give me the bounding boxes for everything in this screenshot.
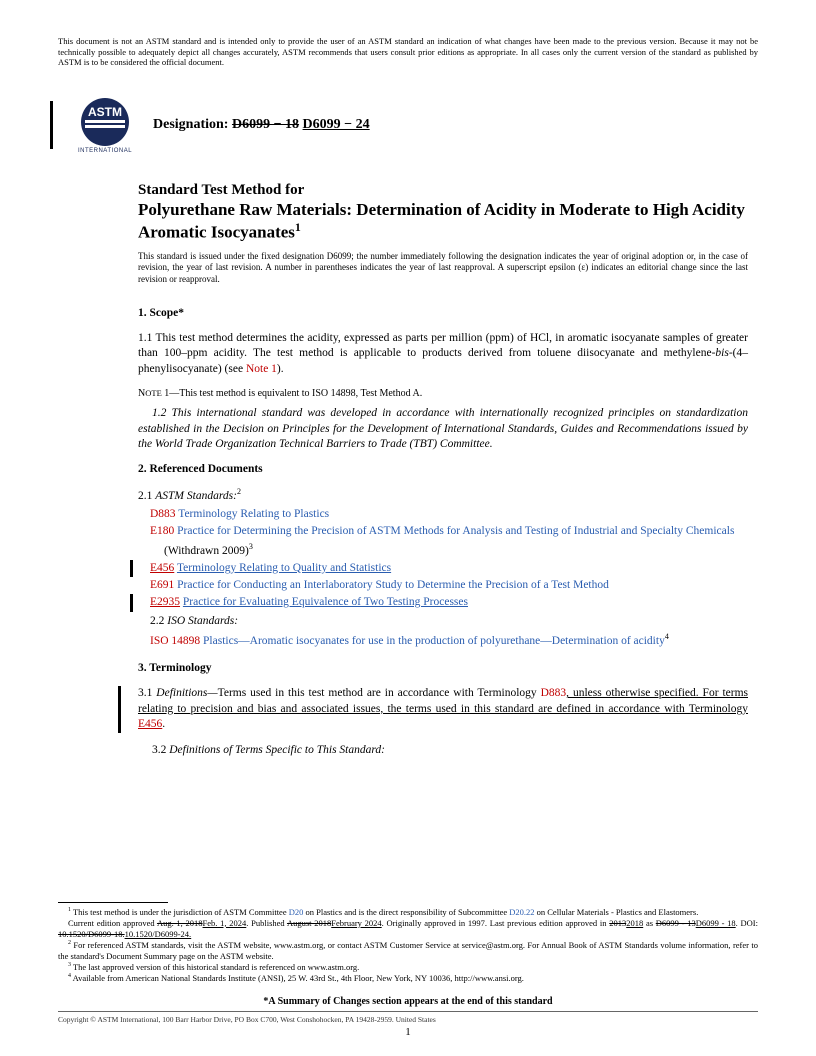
ref-e691-title[interactable]: Practice for Conducting an Interlaborato… bbox=[177, 579, 609, 591]
footnote-3: 3 The last approved version of this hist… bbox=[58, 962, 758, 973]
section-terminology: 3. Terminology 3.1 Definitions—Terms use… bbox=[138, 662, 748, 758]
note1-link[interactable]: Note 1 bbox=[246, 363, 277, 375]
page-footer: *A Summary of Changes section appears at… bbox=[58, 996, 758, 1038]
ref-e456-title[interactable]: Terminology Relating to Quality and Stat… bbox=[177, 562, 391, 574]
designation-label: Designation: bbox=[153, 117, 228, 132]
ref-e2935: E2935 Practice for Evaluating Equivalenc… bbox=[130, 594, 748, 611]
designation-old: D6099 − 18 bbox=[232, 117, 299, 132]
fn-d2022-link[interactable]: D20.22 bbox=[509, 907, 534, 917]
designation-new: D6099 − 24 bbox=[303, 117, 370, 132]
astm-logo-icon: ASTM INTERNATIONAL bbox=[75, 96, 135, 154]
note-1: NOTE 1—This test method is equivalent to… bbox=[138, 387, 748, 400]
ref-iso-link[interactable]: ISO 14898 bbox=[150, 635, 200, 647]
ref-e180-withdrawn: (Withdrawn 2009)3 bbox=[150, 541, 748, 560]
title-block: Standard Test Method for Polyurethane Ra… bbox=[138, 182, 748, 285]
ref-d883: D883 Terminology Relating to Plastics bbox=[150, 506, 748, 523]
ref-e2935-link[interactable]: E2935 bbox=[150, 596, 180, 608]
footnote-4: 4 Available from American National Stand… bbox=[58, 973, 758, 984]
ref-iso14898: ISO 14898 Plastics—Aromatic isocyanates … bbox=[150, 631, 748, 650]
issuance-note: This standard is issued under the fixed … bbox=[138, 251, 748, 285]
ref-e2935-title[interactable]: Practice for Evaluating Equivalence of T… bbox=[183, 596, 468, 608]
terminology-heading: 3. Terminology bbox=[138, 662, 748, 674]
footnote-1: 1 This test method is under the jurisdic… bbox=[58, 907, 758, 918]
svg-text:ASTM: ASTM bbox=[88, 105, 122, 119]
ref-e691: E691 Practice for Conducting an Interlab… bbox=[150, 577, 748, 594]
footnotes: 1 This test method is under the jurisdic… bbox=[58, 902, 758, 984]
ref-e180: E180 Practice for Determining the Precis… bbox=[150, 523, 748, 540]
summary-note: *A Summary of Changes section appears at… bbox=[58, 996, 758, 1007]
section-referenced: 2. Referenced Documents 2.1 ASTM Standar… bbox=[138, 463, 748, 650]
copyright-line: Copyright © ASTM International, 100 Barr… bbox=[58, 1015, 758, 1024]
fn-d20-link[interactable]: D20 bbox=[289, 907, 304, 917]
ref-iso-title[interactable]: Plastics—Aromatic isocyanates for use in… bbox=[203, 635, 665, 647]
referenced-heading: 2. Referenced Documents bbox=[138, 463, 748, 475]
header-row: ASTM INTERNATIONAL Designation: D6099 − … bbox=[50, 96, 758, 154]
d883-inline-link[interactable]: D883 bbox=[541, 687, 567, 699]
ref-e691-link[interactable]: E691 bbox=[150, 579, 174, 591]
title-main: Polyurethane Raw Materials: Determinatio… bbox=[138, 199, 748, 243]
section-scope: 1. Scope* 1.1 This test method determine… bbox=[138, 307, 748, 453]
e456-inline-link[interactable]: E456 bbox=[138, 718, 162, 730]
footer-rule bbox=[58, 1011, 758, 1012]
ref-e180-link[interactable]: E180 bbox=[150, 525, 174, 537]
footnote-1b: Current edition approved Aug. 1, 2018Feb… bbox=[58, 918, 758, 940]
designation-line: Designation: D6099 − 18 D6099 − 24 bbox=[153, 117, 370, 133]
page-number: 1 bbox=[58, 1026, 758, 1038]
ref-e180-title[interactable]: Practice for Determining the Precision o… bbox=[177, 525, 734, 537]
top-disclaimer: This document is not an ASTM standard an… bbox=[58, 36, 758, 68]
iso-standards-label: 2.2 ISO Standards: bbox=[150, 614, 748, 630]
scope-heading: 1. Scope* bbox=[138, 307, 748, 319]
title-prefix: Standard Test Method for bbox=[138, 182, 748, 199]
ref-e456-link[interactable]: E456 bbox=[150, 562, 174, 574]
footnote-rule bbox=[58, 902, 168, 903]
refs-list: D883 Terminology Relating to Plastics E1… bbox=[150, 506, 748, 611]
para-3-1: 3.1 Definitions—Terms used in this test … bbox=[118, 686, 748, 733]
change-bar-icon bbox=[50, 101, 53, 149]
para-1-1: 1.1 This test method determines the acid… bbox=[138, 331, 748, 378]
para-1-2: 1.2 This international standard was deve… bbox=[138, 406, 748, 453]
astm-standards-label: 2.1 ASTM Standards:2 bbox=[138, 487, 748, 504]
footnote-2: 2 For referenced ASTM standards, visit t… bbox=[58, 940, 758, 962]
ref-e456: E456 Terminology Relating to Quality and… bbox=[130, 560, 748, 577]
ref-d883-title[interactable]: Terminology Relating to Plastics bbox=[178, 508, 329, 520]
main-content: Standard Test Method for Polyurethane Ra… bbox=[138, 182, 748, 758]
svg-text:INTERNATIONAL: INTERNATIONAL bbox=[78, 148, 132, 154]
para-3-2: 3.2 Definitions of Terms Specific to Thi… bbox=[138, 743, 748, 759]
ref-d883-link[interactable]: D883 bbox=[150, 508, 176, 520]
